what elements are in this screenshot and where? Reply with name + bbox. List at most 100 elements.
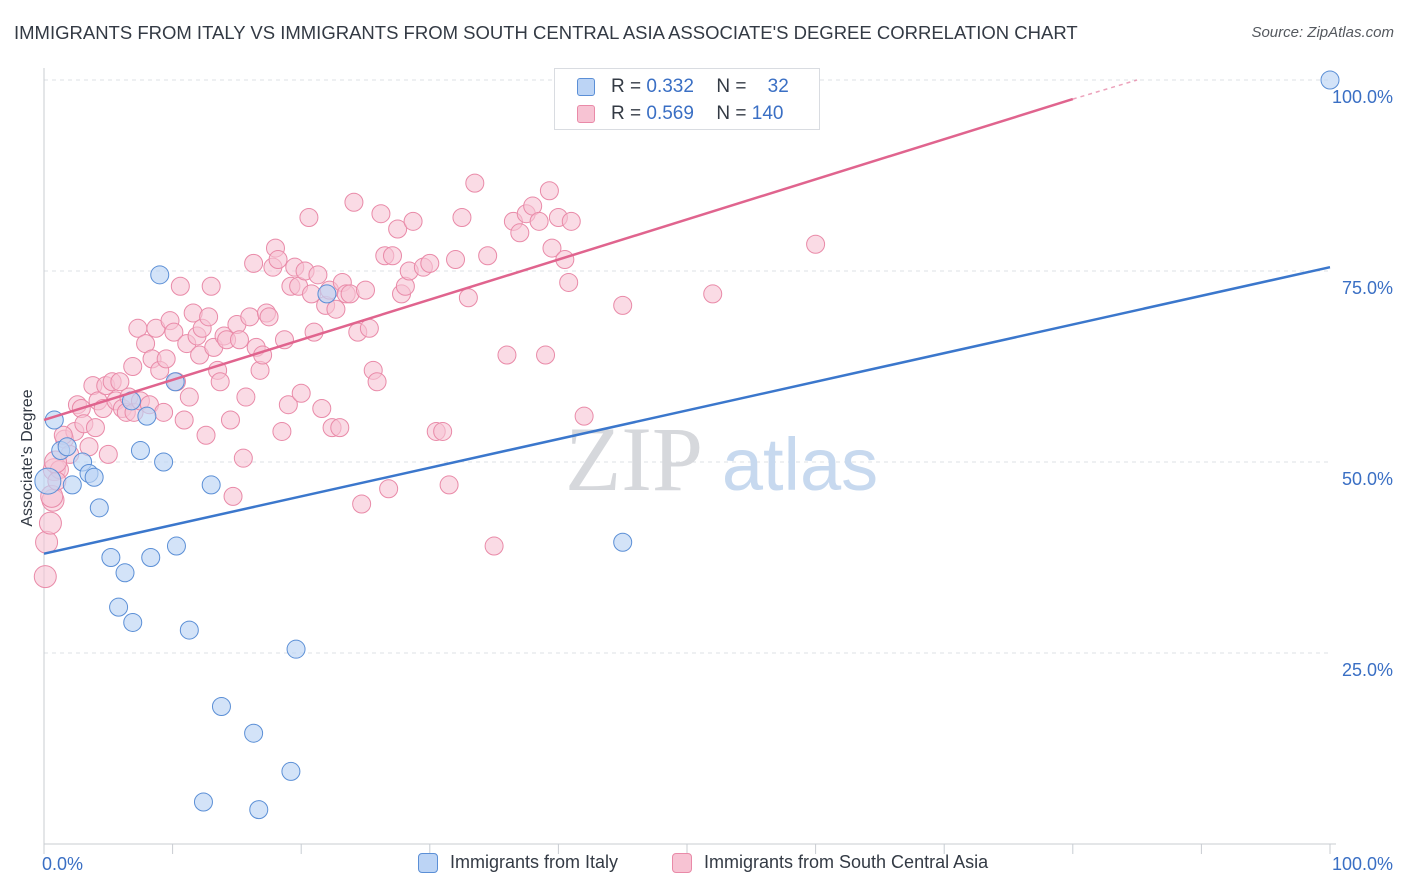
sca-point — [356, 280, 375, 300]
sca-point — [223, 486, 243, 506]
sca-point — [201, 276, 221, 296]
sca-point — [559, 272, 579, 292]
sca-point — [240, 307, 260, 327]
legend-row-italy: R = 0.332 N = 32 — [577, 76, 789, 98]
sca-point — [478, 246, 498, 266]
sca-point — [35, 530, 59, 554]
sca-point — [561, 211, 581, 231]
italy-point — [109, 597, 129, 617]
italy-point — [141, 548, 161, 567]
sca-point — [110, 372, 130, 392]
bottom-legend-italy: Immigrants from Italy — [418, 852, 618, 873]
bottom-legend-sca: Immigrants from South Central Asia — [672, 852, 988, 873]
sca-point — [465, 173, 485, 193]
italy-point — [115, 563, 135, 583]
sca-point — [259, 307, 279, 327]
y-tick-label: 50.0% — [1342, 469, 1393, 489]
italy-point — [166, 536, 186, 556]
sca-point — [123, 357, 143, 376]
sca-point — [613, 295, 633, 315]
sca-point — [236, 387, 256, 407]
sca-point — [278, 395, 298, 415]
sca-point — [542, 238, 562, 258]
sca-point — [458, 288, 478, 308]
italy-point — [1320, 70, 1340, 90]
sca-point — [371, 204, 391, 224]
sca-point — [244, 253, 264, 273]
legend-n-value: 140 — [751, 103, 784, 124]
sca-point — [383, 246, 403, 266]
italy-legend-swatch — [418, 852, 438, 873]
y-tick-label: 75.0% — [1342, 278, 1393, 298]
italy-point — [317, 284, 337, 304]
sca-trend-line — [43, 97, 1074, 422]
watermark: ZIP atlas — [565, 408, 878, 510]
sca-point — [539, 181, 559, 201]
italy-point — [211, 696, 231, 716]
italy-point — [130, 441, 150, 461]
italy-point — [101, 548, 121, 567]
sca-point — [330, 418, 350, 438]
chart-title: IMMIGRANTS FROM ITALY VS IMMIGRANTS FROM… — [14, 22, 1078, 43]
italy-point — [137, 406, 157, 426]
italy-point — [193, 792, 213, 812]
sca-point — [154, 402, 174, 422]
sca-point — [38, 511, 62, 535]
sca-point — [98, 444, 118, 464]
sca-point — [806, 234, 826, 254]
legend-r-value: 0.569 — [646, 103, 694, 124]
gridlines — [44, 79, 1330, 654]
italy-point — [154, 452, 174, 472]
italy-point — [249, 800, 269, 820]
italy-point — [57, 437, 77, 457]
sca-point — [379, 479, 399, 499]
y-tick-label: 100.0% — [1332, 87, 1393, 107]
sca-point — [299, 208, 319, 228]
sca-point — [196, 425, 216, 445]
sca-point — [452, 208, 472, 228]
sca-legend-swatch — [672, 852, 692, 873]
sca-point — [484, 536, 504, 556]
sca-point — [174, 410, 194, 430]
sca-point — [403, 211, 423, 231]
sca-point — [344, 192, 364, 212]
stats-legend: R = 0.332 N = 32 R = 0.569 N = 140 — [554, 68, 820, 130]
sca-point — [156, 349, 176, 369]
italy-point — [281, 761, 301, 781]
series-south-central-asia — [33, 173, 826, 589]
sca-point — [703, 284, 723, 304]
sca-swatch — [577, 105, 595, 123]
legend-n-value: 32 — [767, 76, 789, 97]
sca-point — [536, 345, 556, 365]
italy-point — [201, 475, 221, 495]
x-tick-label: 0.0% — [42, 854, 83, 874]
sca-point — [164, 322, 184, 342]
italy-point — [244, 723, 264, 743]
sca-point — [388, 219, 408, 239]
sca-point — [359, 318, 379, 338]
sca-point — [312, 399, 332, 419]
legend-row-south-central-asia: R = 0.569 N = 140 — [577, 103, 783, 125]
sca-point — [272, 421, 292, 441]
italy-point — [89, 498, 109, 518]
sca-point — [268, 250, 288, 270]
sca-point — [420, 253, 440, 273]
sca-point — [510, 223, 530, 243]
sca-point — [179, 387, 199, 407]
italy-point — [84, 467, 104, 487]
sca-point — [233, 448, 253, 468]
sca-point — [446, 250, 466, 270]
sca-point — [220, 410, 240, 430]
sca-point — [367, 372, 387, 392]
sca-point — [229, 330, 249, 350]
italy-point — [613, 532, 633, 552]
legend-r-label: R = — [611, 103, 642, 124]
source-label: Source: ZipAtlas.com — [1251, 24, 1394, 41]
italy-trend-line — [43, 265, 1331, 555]
italy-swatch — [577, 78, 595, 96]
italy-point — [62, 475, 82, 495]
series-italy — [34, 70, 1340, 820]
sca-point — [85, 418, 105, 438]
axes — [43, 68, 1336, 854]
sca-point — [33, 565, 57, 589]
